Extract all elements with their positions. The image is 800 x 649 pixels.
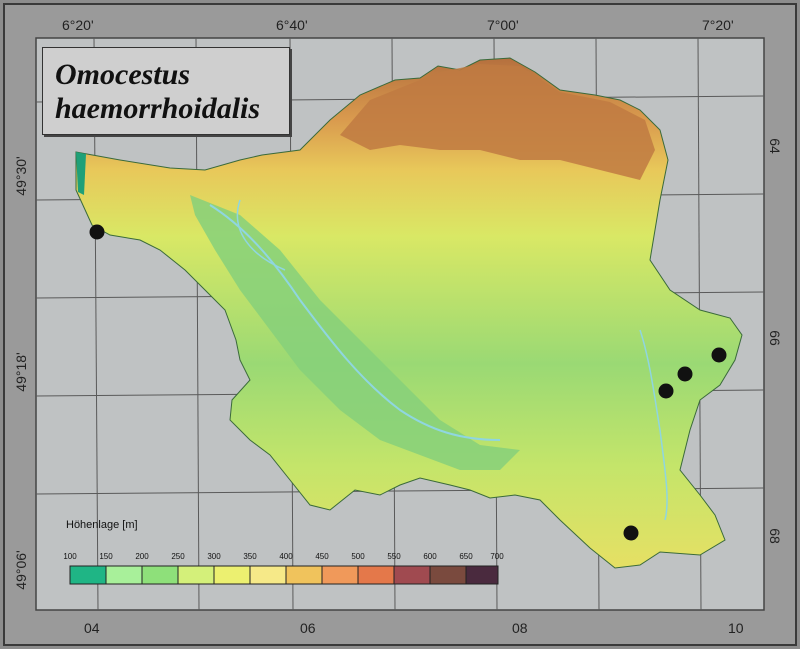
record-dot: [658, 383, 674, 399]
saar-river: [209, 204, 501, 441]
record-dot: [623, 525, 639, 541]
species-title-line2: haemorrhoidalis: [55, 92, 261, 125]
hunsrueck-highland: [340, 64, 655, 180]
legend-tick: 200: [135, 552, 149, 561]
species-title-box: Omocestus haemorrhoidalis: [42, 47, 290, 135]
grid-label-right: 66: [767, 330, 783, 346]
legend-tick: 650: [459, 552, 473, 561]
lon-label: 7°00': [487, 17, 519, 33]
grid-label-bottom: 08: [512, 620, 528, 636]
legend-tick: 400: [279, 552, 293, 561]
legend-tick: 350: [243, 552, 257, 561]
lon-label: 7°20': [702, 17, 734, 33]
blies-river: [639, 329, 668, 521]
lat-label: 49°18': [13, 352, 29, 392]
lon-label: 6°20': [62, 17, 94, 33]
legend-tick: 250: [171, 552, 185, 561]
lat-label: 49°30': [13, 156, 29, 196]
grid-label-bottom: 06: [300, 620, 316, 636]
legend-title: Höhenlage [m]: [66, 519, 138, 531]
record-dot: [677, 366, 693, 382]
legend-colorbar: [69, 565, 499, 585]
legend-tick: 600: [423, 552, 437, 561]
species-title-line1: Omocestus: [55, 58, 190, 91]
grid-label-right: 64: [767, 138, 783, 154]
record-points: [89, 224, 727, 541]
legend-tick: 100: [63, 552, 77, 561]
record-dot: [89, 224, 105, 240]
lat-label: 49°06': [13, 550, 29, 590]
legend-tick: 150: [99, 552, 113, 561]
legend-tick: 700: [490, 552, 504, 561]
legend-tick: 300: [207, 552, 221, 561]
grid-label-bottom: 10: [728, 620, 744, 636]
grid-label-right: 68: [767, 528, 783, 544]
west-border-strip: [76, 152, 86, 195]
legend-tick: 500: [351, 552, 365, 561]
lon-label: 6°40': [276, 17, 308, 33]
record-dot: [711, 347, 727, 363]
legend-tick: 450: [315, 552, 329, 561]
nied-river: [236, 199, 286, 271]
saarland-terrain: [75, 57, 743, 569]
legend-tick: 550: [387, 552, 401, 561]
grid-label-bottom: 04: [84, 620, 100, 636]
